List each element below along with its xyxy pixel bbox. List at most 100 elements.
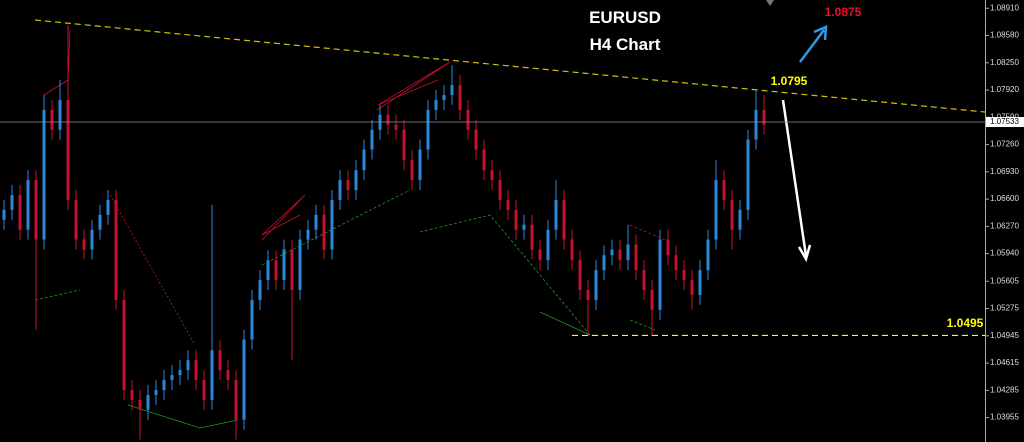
candle-body	[202, 380, 206, 400]
level-label: 1.0495	[947, 316, 984, 330]
y-tick-label: 1.04945	[990, 331, 1019, 340]
candle-body	[658, 239, 662, 310]
candle-body	[58, 99, 62, 130]
candle-body	[154, 389, 158, 395]
pattern-line	[376, 61, 451, 111]
candle-body	[226, 370, 230, 381]
y-tick-label: 1.07590	[990, 112, 1019, 121]
candle-body	[306, 229, 310, 240]
chart-title: EURUSD	[589, 8, 661, 27]
arrow-down-head	[797, 244, 812, 263]
candle-body	[258, 280, 262, 300]
candle-body	[722, 180, 726, 200]
candle-body	[522, 224, 526, 230]
y-tick-label: 1.07260	[990, 140, 1019, 149]
candle-body	[634, 244, 638, 271]
candle-body	[490, 170, 494, 181]
candle-body	[754, 109, 758, 140]
plot-area	[2, 24, 766, 440]
candle-body	[10, 194, 14, 210]
candle-body	[578, 260, 582, 290]
candle-body	[474, 129, 478, 150]
candle-body	[426, 109, 430, 150]
candle-body	[314, 214, 318, 230]
candle-body	[234, 380, 238, 420]
candle-body	[730, 199, 734, 230]
pattern-lines	[34, 29, 666, 429]
candle-body	[282, 249, 286, 281]
candle-body	[570, 239, 574, 261]
candle-body	[530, 224, 534, 250]
candle-body	[82, 239, 86, 250]
candle-body	[66, 99, 70, 200]
candle-body	[498, 180, 502, 200]
candle-body	[450, 85, 454, 96]
candle-body	[186, 360, 190, 371]
candle-body	[18, 194, 22, 230]
candle-body	[290, 249, 294, 290]
candle-body	[746, 139, 750, 210]
candle-body	[706, 239, 710, 271]
candle-body	[762, 109, 766, 125]
candle-body	[554, 199, 558, 230]
candle-body	[346, 180, 350, 191]
candle-body	[2, 209, 6, 220]
pattern-line	[419, 214, 591, 336]
candle-body	[738, 209, 742, 230]
candle-body	[434, 99, 438, 110]
pattern-line	[629, 319, 656, 331]
y-tick-label: 1.06930	[990, 167, 1019, 176]
candle-body	[642, 270, 646, 290]
candle-body	[666, 239, 670, 256]
pattern-line	[127, 404, 239, 429]
candle-body	[266, 260, 270, 281]
candle-body	[538, 249, 542, 261]
candle-body	[370, 129, 374, 150]
candle-body	[338, 180, 342, 200]
candle-body	[458, 85, 462, 110]
pattern-line	[261, 194, 306, 241]
candle-body	[178, 370, 182, 376]
candle-body	[514, 209, 518, 230]
pattern-line	[539, 311, 591, 336]
candle-body	[114, 199, 118, 300]
candle-body	[34, 180, 38, 240]
candle-body	[130, 389, 134, 400]
arrows	[781, 25, 828, 263]
arrow-up	[799, 29, 825, 63]
candle-body	[322, 214, 326, 250]
candle-body	[146, 394, 150, 410]
level-label: 1.0795	[771, 74, 808, 88]
candle-body	[26, 180, 30, 230]
arrow-up-head	[813, 25, 828, 41]
candle-body	[74, 199, 78, 240]
pattern-line	[629, 224, 666, 241]
candle-body	[682, 270, 686, 281]
candle-body	[562, 199, 566, 240]
candle-body	[362, 149, 366, 171]
candle-body	[546, 229, 550, 261]
y-tick-label: 1.08580	[990, 31, 1019, 40]
candle-body	[210, 350, 214, 400]
candle-body	[602, 255, 606, 271]
candle-body	[698, 270, 702, 295]
candle-body	[50, 109, 54, 130]
level-label: 1.0875	[825, 5, 862, 19]
candle-body	[482, 149, 486, 171]
y-tick-label: 1.03955	[990, 413, 1019, 422]
arrow-down	[781, 99, 808, 257]
candle-body	[674, 255, 678, 271]
candle-body	[330, 199, 334, 250]
candle-body	[242, 339, 246, 420]
y-tick-label: 1.04615	[990, 358, 1019, 367]
pattern-line	[34, 289, 81, 301]
y-tick-label: 1.07920	[990, 85, 1019, 94]
candle-body	[298, 239, 302, 290]
pattern-line	[261, 189, 411, 266]
candle-body	[42, 109, 46, 240]
y-tick-label: 1.08910	[990, 3, 1019, 12]
candle-body	[106, 199, 110, 215]
candle-body	[122, 299, 126, 390]
